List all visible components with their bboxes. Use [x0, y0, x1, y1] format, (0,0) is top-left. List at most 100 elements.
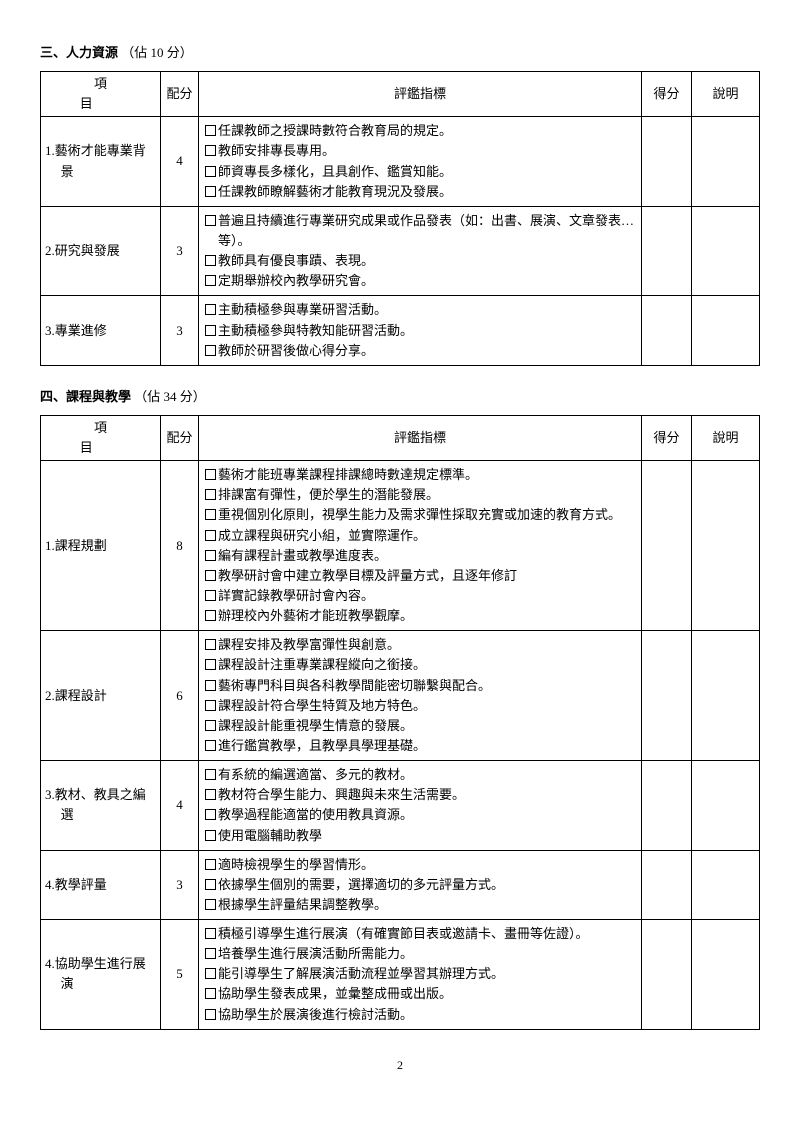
- checkbox-icon[interactable]: [205, 530, 216, 541]
- indicator-text: 適時檢視學生的學習情形。: [218, 855, 635, 875]
- indicator-line: 藝術才能班專業課程排課總時數達規定標準。: [205, 465, 635, 485]
- indicator-line: 教師安排專長專用。: [205, 141, 635, 161]
- th-item: 項目: [41, 72, 161, 117]
- th-points: 配分: [161, 72, 199, 117]
- checkbox-icon[interactable]: [205, 879, 216, 890]
- indicator-text: 普遍且持續進行專業研究成果或作品發表（如：出書、展演、文章發表…等）。: [218, 211, 635, 251]
- indicator-text: 課程安排及教學富彈性與創意。: [218, 635, 635, 655]
- checkbox-icon[interactable]: [205, 304, 216, 315]
- checkbox-icon[interactable]: [205, 809, 216, 820]
- indicator-line: 重視個別化原則，視學生能力及需求彈性採取充實或加速的教育方式。: [205, 505, 635, 525]
- checkbox-icon[interactable]: [205, 859, 216, 870]
- cell-points: 4: [161, 117, 199, 207]
- indicator-text: 主動積極參與專業研習活動。: [218, 300, 635, 320]
- checkbox-icon[interactable]: [205, 345, 216, 356]
- indicator-text: 藝術才能班專業課程排課總時數達規定標準。: [218, 465, 635, 485]
- indicator-line: 協助學生於展演後進行檢討活動。: [205, 1005, 635, 1025]
- checkbox-icon[interactable]: [205, 145, 216, 156]
- checkbox-icon[interactable]: [205, 789, 216, 800]
- indicator-line: 有系統的編選適當、多元的教材。: [205, 765, 635, 785]
- cell-note: [692, 920, 760, 1030]
- checkbox-icon[interactable]: [205, 325, 216, 336]
- indicator-text: 詳實記錄教學研討會內容。: [218, 586, 635, 606]
- section3-title: 三、人力資源 （佔 10 分）: [40, 42, 760, 61]
- checkbox-icon[interactable]: [205, 489, 216, 500]
- cell-item: 4.協助學生進行展演: [41, 920, 161, 1030]
- indicator-line: 能引導學生了解展演活動流程並學習其辦理方式。: [205, 964, 635, 984]
- th-score: 得分: [642, 72, 692, 117]
- checkbox-icon[interactable]: [205, 509, 216, 520]
- cell-points: 8: [161, 461, 199, 631]
- indicator-line: 辦理校內外藝術才能班教學觀摩。: [205, 606, 635, 626]
- indicator-line: 教材符合學生能力、興趣與未來生活需要。: [205, 785, 635, 805]
- cell-item: 2.課程設計: [41, 631, 161, 761]
- indicator-line: 普遍且持續進行專業研究成果或作品發表（如：出書、展演、文章發表…等）。: [205, 211, 635, 251]
- cell-points: 3: [161, 296, 199, 365]
- cell-points: 3: [161, 206, 199, 296]
- cell-indicators: 任課教師之授課時數符合教育局的規定。教師安排專長專用。師資專長多樣化，且具創作、…: [199, 117, 642, 207]
- checkbox-icon[interactable]: [205, 610, 216, 621]
- indicator-text: 積極引導學生進行展演（有確實節目表或邀請卡、畫冊等佐證）。: [218, 924, 635, 944]
- cell-note: [692, 117, 760, 207]
- cell-points: 6: [161, 631, 199, 761]
- th-score: 得分: [642, 415, 692, 460]
- cell-note: [692, 631, 760, 761]
- checkbox-icon[interactable]: [205, 928, 216, 939]
- table-row: 1.藝術才能專業背景4任課教師之授課時數符合教育局的規定。教師安排專長專用。師資…: [41, 117, 760, 207]
- cell-indicators: 課程安排及教學富彈性與創意。課程設計注重專業課程縱向之銜接。藝術專門科目與各科教…: [199, 631, 642, 761]
- indicator-text: 根據學生評量結果調整教學。: [218, 895, 635, 915]
- checkbox-icon[interactable]: [205, 570, 216, 581]
- checkbox-icon[interactable]: [205, 988, 216, 999]
- checkbox-icon[interactable]: [205, 550, 216, 561]
- table-row: 1.課程規劃8藝術才能班專業課程排課總時數達規定標準。排課富有彈性，便於學生的潛…: [41, 461, 760, 631]
- indicator-text: 培養學生進行展演活動所需能力。: [218, 944, 635, 964]
- checkbox-icon[interactable]: [205, 1009, 216, 1020]
- indicator-text: 有系統的編選適當、多元的教材。: [218, 765, 635, 785]
- indicator-line: 使用電腦輔助教學: [205, 826, 635, 846]
- indicator-line: 課程設計注重專業課程縱向之銜接。: [205, 655, 635, 675]
- indicator-text: 進行鑑賞教學，且教學具學理基礎。: [218, 736, 635, 756]
- checkbox-icon[interactable]: [205, 275, 216, 286]
- cell-score: [642, 117, 692, 207]
- table-header-row: 項目 配分 評鑑指標 得分 說明: [41, 415, 760, 460]
- checkbox-icon[interactable]: [205, 590, 216, 601]
- checkbox-icon[interactable]: [205, 186, 216, 197]
- cell-score: [642, 850, 692, 919]
- checkbox-icon[interactable]: [205, 166, 216, 177]
- th-indicator: 評鑑指標: [199, 415, 642, 460]
- checkbox-icon[interactable]: [205, 659, 216, 670]
- indicator-text: 使用電腦輔助教學: [218, 826, 635, 846]
- indicator-line: 課程設計能重視學生情意的發展。: [205, 716, 635, 736]
- checkbox-icon[interactable]: [205, 680, 216, 691]
- indicator-line: 課程設計符合學生特質及地方特色。: [205, 696, 635, 716]
- checkbox-icon[interactable]: [205, 720, 216, 731]
- checkbox-icon[interactable]: [205, 255, 216, 266]
- checkbox-icon[interactable]: [205, 700, 216, 711]
- checkbox-icon[interactable]: [205, 740, 216, 751]
- checkbox-icon[interactable]: [205, 469, 216, 480]
- checkbox-icon[interactable]: [205, 125, 216, 136]
- checkbox-icon[interactable]: [205, 639, 216, 650]
- indicator-line: 主動積極參與專業研習活動。: [205, 300, 635, 320]
- checkbox-icon[interactable]: [205, 968, 216, 979]
- section3-points: （佔 10 分）: [121, 45, 193, 60]
- cell-indicators: 藝術才能班專業課程排課總時數達規定標準。排課富有彈性，便於學生的潛能發展。重視個…: [199, 461, 642, 631]
- cell-indicators: 適時檢視學生的學習情形。依據學生個別的需要，選擇適切的多元評量方式。根據學生評量…: [199, 850, 642, 919]
- indicator-text: 課程設計符合學生特質及地方特色。: [218, 696, 635, 716]
- indicator-text: 排課富有彈性，便於學生的潛能發展。: [218, 485, 635, 505]
- indicator-text: 能引導學生了解展演活動流程並學習其辦理方式。: [218, 964, 635, 984]
- th-indicator: 評鑑指標: [199, 72, 642, 117]
- table-row: 3.教材、教具之編選4有系統的編選適當、多元的教材。教材符合學生能力、興趣與未來…: [41, 761, 760, 851]
- section4-title-text: 四、課程與教學: [40, 389, 131, 404]
- indicator-line: 主動積極參與特教知能研習活動。: [205, 321, 635, 341]
- indicator-text: 教學研討會中建立教學目標及評量方式，且逐年修訂: [218, 566, 635, 586]
- indicator-line: 協助學生發表成果，並彙整成冊或出版。: [205, 984, 635, 1004]
- checkbox-icon[interactable]: [205, 215, 216, 226]
- cell-item: 3.教材、教具之編選: [41, 761, 161, 851]
- indicator-text: 協助學生發表成果，並彙整成冊或出版。: [218, 984, 635, 1004]
- section4-points: （佔 34 分）: [134, 389, 206, 404]
- checkbox-icon[interactable]: [205, 899, 216, 910]
- checkbox-icon[interactable]: [205, 769, 216, 780]
- checkbox-icon[interactable]: [205, 948, 216, 959]
- checkbox-icon[interactable]: [205, 830, 216, 841]
